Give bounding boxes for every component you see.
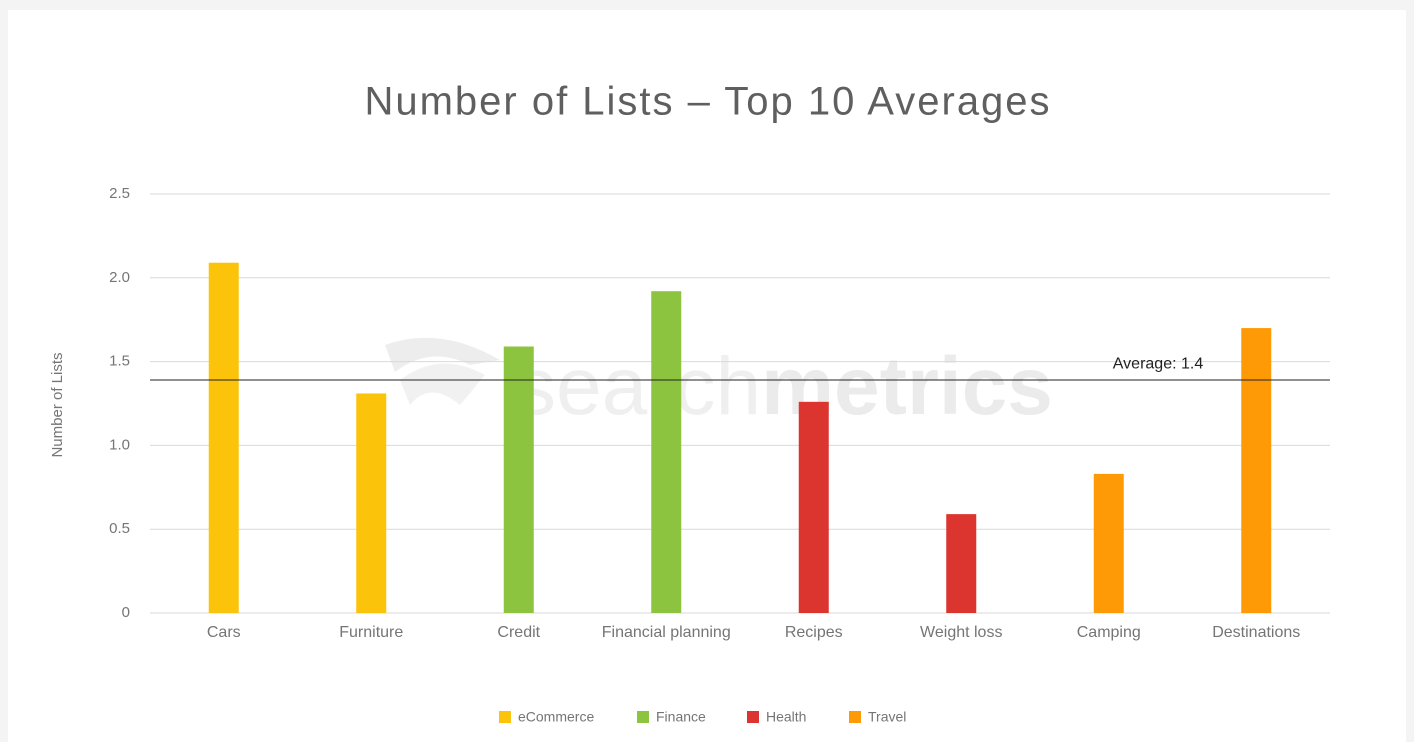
- y-tick-label: 2.5: [109, 185, 130, 202]
- legend-label: Finance: [656, 709, 706, 725]
- legend-swatch: [747, 711, 759, 723]
- legend-label: Travel: [868, 709, 906, 725]
- x-tick-label: Financial planning: [601, 624, 731, 641]
- bar: [651, 291, 682, 613]
- x-tick-label: Recipes: [784, 624, 843, 641]
- y-tick-label: 2.0: [109, 269, 130, 286]
- legend-swatch: [849, 711, 861, 723]
- legend-swatch: [499, 711, 511, 723]
- watermark-icon: [385, 337, 500, 372]
- chart-title: Number of Lists – Top 10 Averages: [364, 80, 1051, 124]
- bar: [503, 346, 534, 613]
- x-tick-label: Destinations: [1212, 624, 1301, 641]
- legend-swatch: [637, 711, 649, 723]
- chart-card: [8, 10, 1406, 742]
- watermark-text: searchmetrics: [515, 341, 1053, 432]
- watermark: searchmetrics: [385, 337, 1053, 432]
- bar: [1093, 473, 1124, 613]
- y-tick-label: 1.5: [109, 353, 130, 370]
- bar: [356, 393, 387, 613]
- bar: [798, 401, 829, 613]
- average-label: Average: 1.4: [1113, 355, 1204, 372]
- x-tick-label: Weight loss: [920, 624, 1003, 641]
- x-tick-label: Credit: [497, 624, 541, 641]
- bar: [946, 514, 977, 613]
- watermark-icon: [400, 363, 485, 405]
- legend-label: eCommerce: [518, 709, 594, 725]
- y-tick-label: 1.0: [109, 436, 130, 453]
- x-tick-label: Cars: [206, 624, 241, 641]
- x-tick-label: Furniture: [339, 624, 404, 641]
- bar: [208, 262, 239, 613]
- y-tick-label: 0: [122, 604, 130, 621]
- watermark-left: search: [515, 341, 761, 432]
- x-tick-label: Camping: [1076, 624, 1141, 641]
- legend-label: Health: [766, 709, 806, 725]
- y-axis-label: Number of Lists: [49, 352, 66, 457]
- y-tick-label: 0.5: [109, 520, 130, 537]
- bar: [1241, 328, 1272, 613]
